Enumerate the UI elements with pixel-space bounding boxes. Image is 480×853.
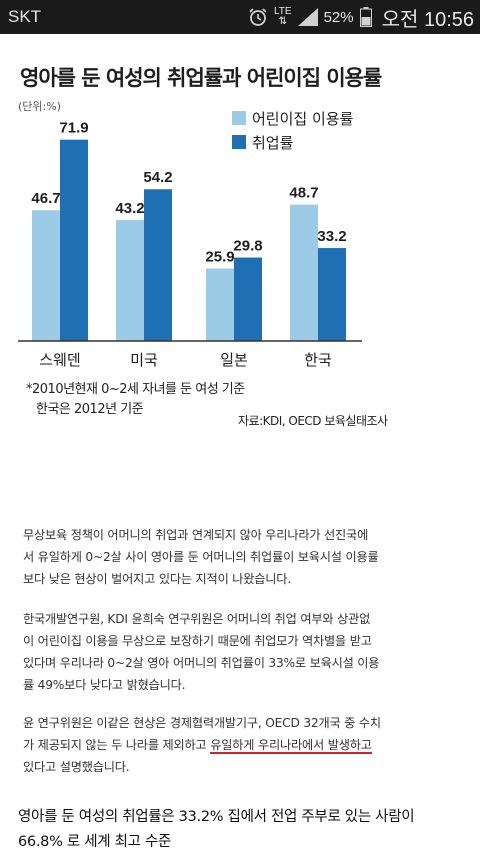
bar-value-label: 48.7 [289, 185, 318, 202]
category-label: 일본 [220, 351, 248, 369]
paragraph-1-line: 보다 낮은 현상이 벌어지고 있다는 지적이 나왔습니다. [23, 572, 291, 586]
paragraph-1-line: 무상보육 정책이 어머니의 취업과 연계되지 않아 우리나라가 선진국에 [23, 528, 369, 542]
status-icons: LTE ⇅ 52% 오전 10:56 [248, 4, 474, 31]
chart-legend: 어린이집 이용률 취업률 [232, 106, 353, 154]
bar-value-label: 46.7 [31, 190, 60, 207]
bar-value-label: 29.8 [233, 238, 262, 255]
summary-caption: 영아를 둔 여성의 취업률은 33.2% 집에서 전업 주부로 있는 사람이 6… [18, 805, 468, 853]
bar [234, 257, 262, 341]
status-bar: SKT LTE ⇅ 52% 오전 10:56 [0, 0, 480, 34]
bar [318, 248, 346, 341]
bar-value-label: 33.2 [317, 228, 346, 245]
carrier-label: SKT [8, 7, 42, 26]
paragraph-1: 무상보육 정책이 어머니의 취업과 연계되지 않아 우리나라가 선진국에 서 유… [23, 524, 459, 590]
caption-line: 영아를 둔 여성의 취업률은 33.2% 집에서 전업 주부로 있는 사람이 [18, 809, 415, 825]
network-type: LTE [273, 6, 292, 17]
paragraph-3-line: 있다고 설명했습니다. [23, 760, 130, 774]
chart-image: 영아를 둔 여성의 취업률과 어린이집 이용률 (단위:%) 어린이집 이용률 … [0, 34, 480, 500]
chart-title: 영아를 둔 여성의 취업률과 어린이집 이용률 [20, 66, 382, 90]
bar [290, 204, 318, 341]
chart-note-2: 한국은 2012년 기준 [36, 402, 144, 417]
paragraph-2: 한국개발연구원, KDI 윤희숙 연구위원은 어머니의 취업 여부와 상관없 이… [23, 608, 459, 696]
bar-chart: 46.7 71.9 스웨덴 43.2 54.2 미국 25.929.8 일본 48.7 33.2 한… [18, 120, 362, 369]
legend-swatch-employment [232, 135, 246, 149]
battery-percent: 52% [323, 8, 354, 26]
category-label: 한국 [304, 351, 332, 369]
paragraph-1-line: 서 유일하게 0~2살 사이 영아를 둔 어머니의 취업률이 보육시설 이용률 [23, 550, 379, 564]
legend-label-usage: 어린이집 이용률 [252, 109, 354, 128]
alarm-clock-icon [249, 8, 267, 26]
paragraph-3-line: 윤 연구위원은 이같은 현상은 경제협력개발기구, OECD 32개국 중 수치 [23, 716, 381, 730]
paragraph-3-text: 가 제공되지 않는 두 나라를 제외하고 [23, 738, 211, 752]
bar [116, 220, 144, 341]
bar-value-label: 54.2 [143, 169, 172, 186]
highlighted-phrase: 유일하게 우리나라에서 발생하고 [210, 738, 372, 754]
chart-source: 자료:KDI, OECD 보육실태조사 [238, 414, 388, 428]
paragraph-2-line: 한국개발연구원, KDI 윤희숙 연구위원은 어머니의 취업 여부와 상관없 [23, 612, 371, 626]
bar-value-label: 43.2 [115, 200, 144, 217]
unit-label: (단위:%) [18, 100, 61, 113]
signal-icon [297, 8, 318, 26]
paragraph-2-line: 이 어린이집 이용을 무상으로 보장하기 때문에 취업모가 역차별을 받고 [23, 634, 372, 648]
legend-item-employment: 취업률 [232, 130, 353, 154]
article-body: 무상보육 정책이 어머니의 취업과 연계되지 않아 우리나라가 선진국에 서 유… [0, 500, 480, 853]
clock: 오전 10:56 [381, 8, 474, 31]
caption-line: 66.8% 로 세계 최고 수준 [18, 834, 172, 850]
bar-value-label: 25.9 [205, 248, 234, 265]
paragraph-2-line: 률 49%보다 낮다고 밝혔습니다. [23, 678, 186, 692]
chart-note-1: *2010년현재 0~2세 자녀를 둔 여성 기준 [26, 382, 245, 397]
paragraph-3: 윤 연구위원은 이같은 현상은 경제협력개발기구, OECD 32개국 중 수치… [23, 712, 459, 778]
bar [32, 210, 60, 341]
battery-icon [359, 7, 372, 27]
category-label: 미국 [130, 351, 158, 369]
data-arrows-icon: ⇅ [278, 16, 287, 27]
category-label: 스웨덴 [39, 351, 80, 369]
network-indicator: LTE ⇅ [274, 7, 292, 27]
paragraph-3-line: 가 제공되지 않는 두 나라를 제외하고 유일하게 우리나라에서 발생하고 [23, 734, 459, 756]
legend-swatch-usage [232, 111, 246, 125]
bar [60, 139, 88, 341]
legend-label-employment: 취업률 [252, 133, 294, 152]
bar [144, 189, 172, 341]
bar-value-label: 71.9 [59, 120, 88, 137]
bar [206, 268, 234, 341]
legend-item-usage: 어린이집 이용률 [232, 106, 353, 130]
paragraph-2-line: 있다며 우리나라 0~2살 영아 어머니의 취업률이 33%로 보육시설 이용 [23, 656, 380, 670]
